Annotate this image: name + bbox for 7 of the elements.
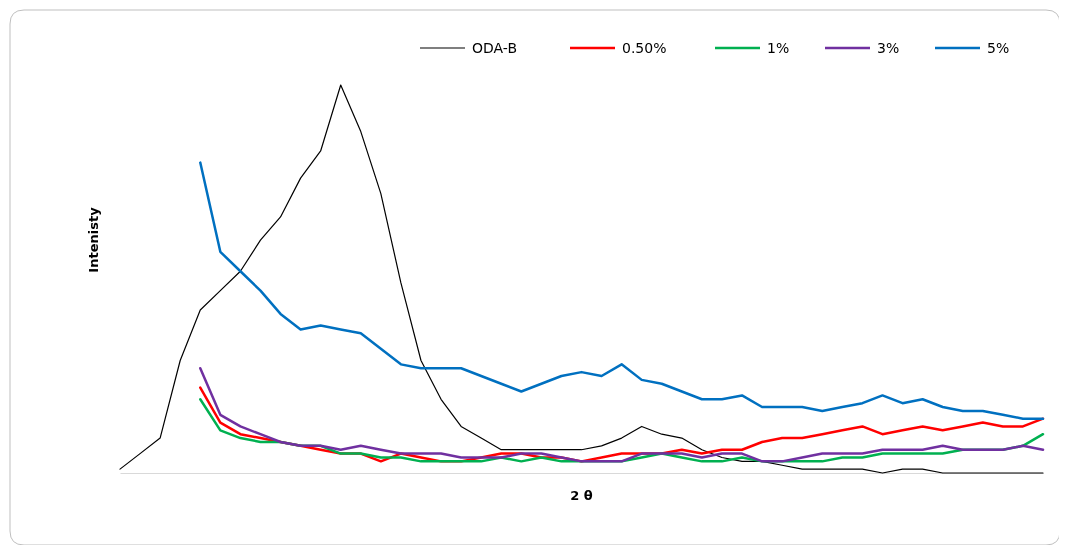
legend-label: ODA-B (472, 40, 517, 56)
legend-label: 0.50% (622, 40, 667, 56)
legend-label: 1% (767, 40, 790, 56)
legend-label: 5% (987, 40, 1010, 56)
y-axis-title: Intenisty (86, 206, 101, 273)
legend-label: 3% (877, 40, 900, 56)
x-axis-title: 2 θ (570, 488, 593, 503)
